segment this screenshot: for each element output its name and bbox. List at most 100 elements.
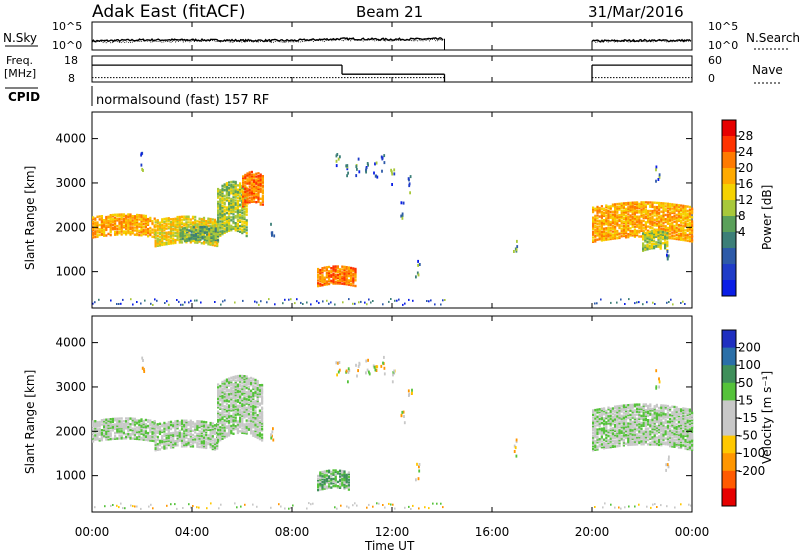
heatmap-cell [105, 425, 108, 428]
heatmap-cell [350, 275, 353, 278]
heatmap-cell [209, 423, 212, 426]
heatmap-cell [261, 406, 264, 409]
heatmap-cell [611, 217, 614, 221]
heatmap-cell [666, 234, 669, 238]
heatmap-cell [96, 222, 99, 226]
heatmap-cell [183, 237, 187, 240]
heatmap-cell [236, 411, 239, 415]
heatmap-cell [167, 442, 170, 445]
heatmap-cell [253, 176, 256, 179]
heatmap-cell [252, 408, 255, 412]
heatmap-cell [109, 418, 112, 421]
heatmap-cell [658, 413, 661, 417]
heatmap-cell [103, 423, 106, 426]
heatmap-cell [243, 207, 246, 211]
heatmap-cell [205, 421, 208, 424]
heatmap-cell [96, 235, 99, 238]
heatmap-cell [592, 410, 595, 414]
heatmap-cell [317, 488, 320, 492]
heatmap-cell [605, 409, 608, 413]
heatmap-cell [211, 447, 214, 451]
heatmap-cell [194, 224, 197, 227]
heatmap-cell [223, 208, 226, 212]
heatmap-cell [653, 231, 656, 234]
heatmap-cell [650, 234, 653, 237]
heatmap-cell [250, 190, 253, 193]
heatmap-cell [640, 436, 643, 439]
heatmap-cell [114, 232, 117, 235]
heatmap-cell [343, 272, 346, 276]
heatmap-cell [161, 430, 164, 434]
heatmap-cell [633, 229, 636, 233]
heatmap-cell [649, 403, 652, 406]
heatmap-cell [208, 236, 211, 239]
heatmap-cell [631, 406, 634, 409]
heatmap-cell [658, 435, 661, 438]
heatmap-cell [216, 234, 220, 238]
heatmap-cell [620, 225, 623, 228]
heatmap-cell [246, 199, 249, 202]
heatmap-cell [341, 275, 344, 278]
heatmap-cell [336, 280, 339, 284]
heatmap-cell [625, 226, 628, 229]
heatmap-cell [596, 238, 599, 241]
heatmap-cell [620, 438, 623, 442]
heatmap-cell [129, 425, 132, 429]
heatmap-cell [213, 444, 217, 447]
heatmap-cell [631, 231, 634, 234]
heatmap-cell [151, 220, 154, 223]
heatmap-cell [629, 232, 632, 236]
heatmap-cell [176, 221, 179, 224]
heatmap-cell [671, 231, 674, 234]
heatmap-cell [653, 224, 656, 227]
heatmap-cell [644, 424, 647, 427]
heatmap-cell [194, 425, 197, 428]
heatmap-cell [653, 205, 656, 209]
heatmap-cell [649, 436, 652, 439]
heatmap-cell [258, 437, 261, 441]
heatmap-cell [198, 217, 201, 220]
heatmap-cell [627, 425, 630, 428]
heatmap-cell [691, 210, 694, 213]
heatmap-cell [120, 427, 123, 430]
heatmap-cell [609, 431, 612, 435]
heatmap-cell [131, 223, 134, 226]
heatmap-cell [631, 423, 634, 426]
heatmap-cell [642, 303, 644, 306]
heatmap-cell [660, 432, 663, 435]
heatmap-cell [664, 219, 667, 222]
heatmap-cell [136, 432, 139, 435]
heatmap-cell [136, 301, 138, 303]
heatmap-cell [609, 227, 612, 231]
heatmap-cell [666, 256, 669, 260]
heatmap-cell [183, 232, 187, 236]
heatmap-cell [598, 409, 601, 412]
heatmap-cell [614, 231, 617, 234]
heatmap-cell [243, 404, 246, 408]
heatmap-cell [127, 223, 130, 226]
heatmap-cell [241, 214, 244, 218]
heatmap-cell [236, 424, 239, 427]
heatmap-cell [230, 224, 233, 228]
heatmap-cell [334, 479, 337, 482]
heatmap-cell [209, 243, 212, 246]
heatmap-cell [664, 205, 667, 208]
heatmap-cell [629, 425, 632, 428]
heatmap-cell [236, 399, 239, 402]
heatmap-cell [242, 196, 245, 199]
heatmap-cell [666, 226, 669, 230]
heatmap-cell [636, 205, 639, 208]
heatmap-cell [219, 227, 222, 230]
heatmap-cell [230, 227, 233, 230]
heatmap-cell [603, 213, 606, 216]
heatmap-cell [246, 180, 249, 184]
heatmap-cell [332, 484, 335, 488]
heatmap-cell [625, 229, 628, 232]
heatmap-cell [234, 426, 237, 429]
heatmap-cell [343, 267, 346, 270]
heatmap-cell [245, 381, 248, 384]
heatmap-cell [684, 237, 687, 241]
heatmap-cell [611, 410, 614, 413]
heatmap-cell [142, 217, 145, 220]
heatmap-cell [675, 220, 678, 224]
